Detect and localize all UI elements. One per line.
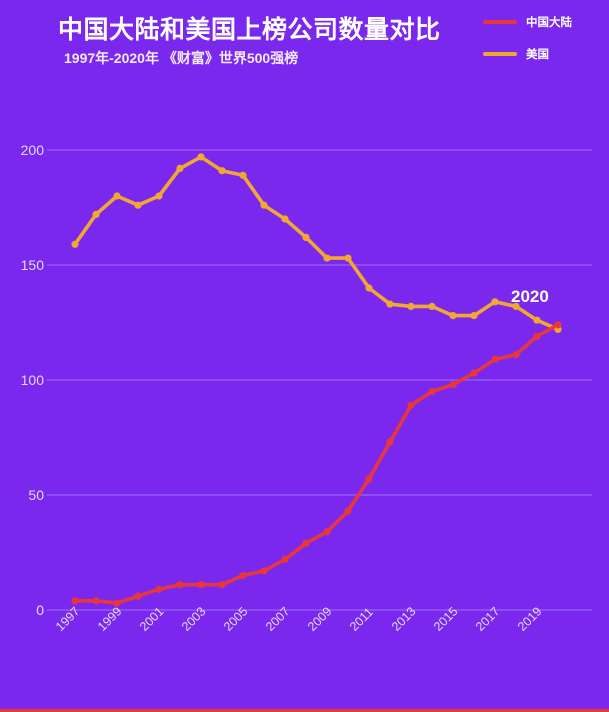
data-point-marker [407, 401, 415, 409]
data-point-marker [197, 153, 205, 161]
data-point-marker [134, 201, 142, 209]
chart-header: 中国大陆和美国上榜公司数量对比 1997年-2020年 《财富》世界500强榜 [0, 0, 609, 92]
data-point-marker [323, 528, 331, 536]
series-markers [71, 153, 562, 607]
legend-label-usa: 美国 [526, 49, 549, 61]
data-point-marker [449, 381, 457, 389]
data-point-marker [197, 581, 205, 589]
chart-subtitle: 1997年-2020年 《财富》世界500强榜 [64, 50, 299, 66]
chart-legend: 中国大陆 美国 [483, 11, 601, 75]
data-point-marker [71, 597, 79, 605]
y-axis-tick-label: 150 [20, 257, 44, 273]
legend-label-china: 中国大陆 [526, 17, 572, 29]
data-point-marker [260, 567, 268, 575]
data-point-marker [428, 302, 436, 310]
data-point-marker [365, 475, 373, 483]
y-axis-tick-label: 200 [20, 142, 44, 158]
series-lines [73, 155, 560, 605]
series-line [73, 322, 560, 605]
legend-item-usa[interactable]: 美国 [483, 43, 601, 65]
data-point-marker [218, 167, 226, 175]
data-point-marker [176, 581, 184, 589]
data-point-marker [512, 351, 520, 359]
data-point-marker [365, 284, 373, 292]
line-swatch-icon-china [483, 20, 517, 24]
data-point-marker [302, 539, 310, 547]
data-point-marker [491, 298, 499, 306]
data-point-marker [260, 201, 268, 209]
data-point-marker [281, 555, 289, 564]
page-title: 中国大陆和美国上榜公司数量对比 [58, 16, 441, 44]
data-point-marker [386, 300, 394, 308]
data-point-marker [71, 240, 79, 248]
data-point-marker [533, 316, 541, 324]
data-point-marker [134, 592, 142, 600]
data-point-marker [92, 597, 100, 605]
data-point-marker [386, 438, 394, 446]
data-point-marker [239, 171, 247, 179]
data-point-marker [92, 210, 100, 218]
data-point-marker [155, 585, 163, 593]
annotation-2020: 2020 [511, 287, 549, 307]
data-point-marker [491, 355, 499, 363]
legend-item-china[interactable]: 中国大陆 [483, 11, 601, 33]
data-point-marker [323, 254, 331, 262]
data-point-marker [302, 233, 310, 241]
gridlines [47, 149, 592, 611]
data-point-marker [344, 254, 352, 262]
data-point-marker [470, 369, 478, 377]
data-point-marker [428, 387, 436, 396]
data-point-marker [113, 599, 121, 607]
y-axis-tick-label: 50 [28, 487, 44, 503]
data-point-marker [155, 192, 163, 200]
series-line [73, 155, 560, 332]
data-point-marker [281, 215, 289, 223]
data-point-marker [218, 581, 226, 589]
data-point-marker [512, 302, 520, 310]
y-axis-tick-label: 0 [36, 602, 44, 618]
data-point-marker [176, 164, 184, 172]
data-point-marker [407, 302, 415, 310]
line-swatch-icon-usa [483, 52, 517, 56]
data-point-marker [239, 571, 247, 580]
data-point-marker [470, 312, 478, 320]
data-point-marker [449, 312, 457, 320]
data-point-marker [554, 321, 562, 329]
data-point-marker [533, 332, 541, 340]
y-axis-tick-label: 100 [20, 372, 44, 388]
data-point-marker [344, 507, 352, 515]
data-point-marker [113, 192, 121, 200]
